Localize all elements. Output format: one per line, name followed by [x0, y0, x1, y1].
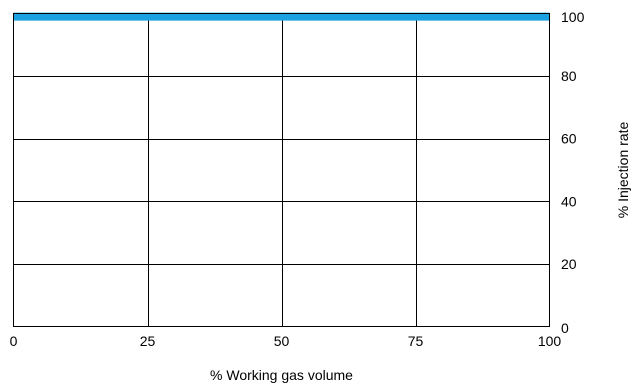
y-tick-label: 60: [561, 131, 577, 147]
horizontal-gridlines: [13, 76, 550, 265]
x-tick-label: 25: [140, 333, 156, 349]
x-tick-label: 75: [408, 333, 424, 349]
y-tick-labels: 0 20 40 60 80 100: [561, 9, 585, 336]
y-tick-label: 40: [561, 193, 577, 209]
y-axis-label: % Injection rate: [615, 122, 631, 219]
x-tick-label: 50: [274, 333, 290, 349]
y-tick-label: 80: [561, 68, 577, 84]
plot-frame: [13, 13, 550, 327]
x-tick-label: 0: [10, 333, 18, 349]
x-tick-label: 100: [538, 333, 562, 349]
vertical-gridlines: [148, 13, 417, 327]
x-axis-label: % Working gas volume: [210, 367, 353, 383]
y-tick-label: 0: [561, 320, 569, 336]
y-tick-label: 100: [561, 9, 585, 25]
x-tick-labels: 0 25 50 75 100: [10, 333, 562, 349]
y-tick-label: 20: [561, 256, 577, 272]
